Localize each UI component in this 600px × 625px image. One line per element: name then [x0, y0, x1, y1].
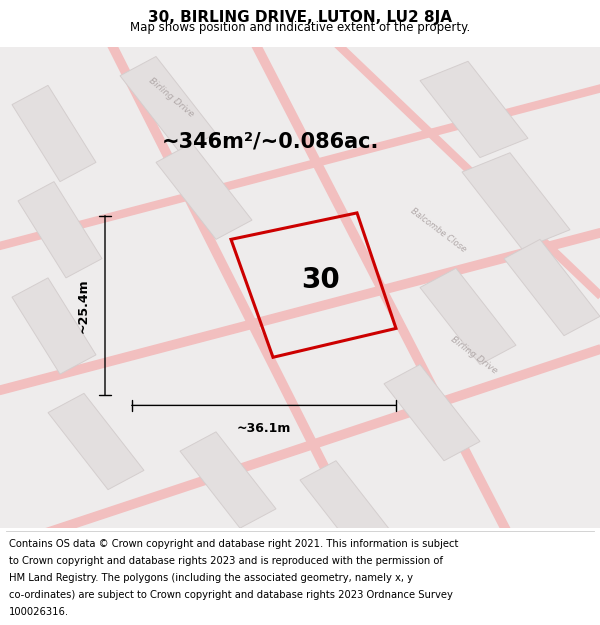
Text: to Crown copyright and database rights 2023 and is reproduced with the permissio: to Crown copyright and database rights 2…	[9, 556, 443, 566]
Polygon shape	[420, 61, 528, 158]
Text: 30: 30	[302, 266, 340, 294]
Text: Balcombe Close: Balcombe Close	[409, 206, 467, 254]
Polygon shape	[12, 86, 96, 182]
Polygon shape	[18, 182, 102, 278]
Polygon shape	[504, 239, 600, 336]
Text: ~25.4m: ~25.4m	[77, 278, 90, 333]
Polygon shape	[156, 143, 252, 239]
Text: Contains OS data © Crown copyright and database right 2021. This information is : Contains OS data © Crown copyright and d…	[9, 539, 458, 549]
Polygon shape	[180, 432, 276, 528]
Polygon shape	[12, 278, 96, 374]
Text: Birling Drive: Birling Drive	[147, 76, 195, 119]
Polygon shape	[48, 393, 144, 489]
Text: Map shows position and indicative extent of the property.: Map shows position and indicative extent…	[130, 21, 470, 34]
Polygon shape	[420, 268, 516, 364]
Polygon shape	[384, 364, 480, 461]
Text: ~36.1m: ~36.1m	[237, 422, 291, 435]
Polygon shape	[300, 461, 396, 557]
Text: 30, BIRLING DRIVE, LUTON, LU2 8JA: 30, BIRLING DRIVE, LUTON, LU2 8JA	[148, 10, 452, 25]
Text: 100026316.: 100026316.	[9, 607, 69, 617]
Text: Birling Drive: Birling Drive	[449, 334, 499, 375]
Polygon shape	[462, 152, 570, 249]
Text: ~346m²/~0.086ac.: ~346m²/~0.086ac.	[162, 131, 379, 151]
Text: co-ordinates) are subject to Crown copyright and database rights 2023 Ordnance S: co-ordinates) are subject to Crown copyr…	[9, 589, 453, 599]
Text: HM Land Registry. The polygons (including the associated geometry, namely x, y: HM Land Registry. The polygons (includin…	[9, 572, 413, 582]
Polygon shape	[120, 56, 216, 152]
